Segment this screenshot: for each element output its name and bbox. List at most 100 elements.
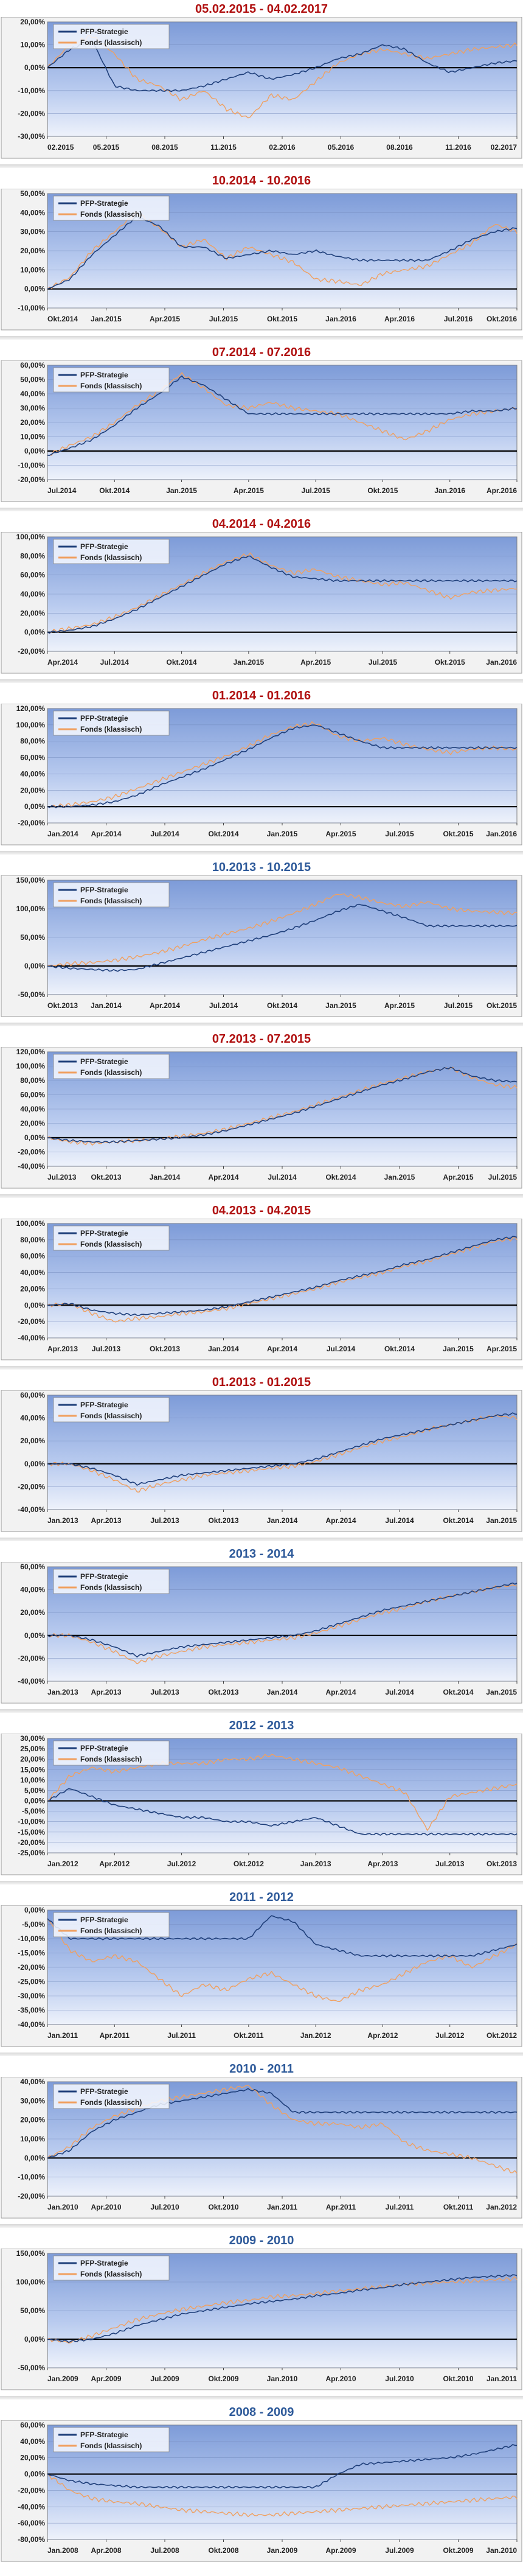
x-tick-label: Apr.2009	[325, 2546, 356, 2555]
legend-label-strategy: PFP-Strategie	[80, 1057, 128, 1066]
chart-svg: 100,00% 80,00% 60,00% 40,00% 20,00% 0,00% -20,…	[1, 1219, 522, 1360]
y-tick-label: -10,00%	[18, 1934, 45, 1943]
series-line-strategy	[47, 1915, 518, 1958]
legend-label-strategy: PFP-Strategie	[80, 1744, 128, 1752]
legend-box	[53, 1740, 170, 1766]
legend: PFP-Strategie Fonds (klassisch)	[53, 710, 170, 736]
panel-divider	[0, 1023, 523, 1026]
y-tick-label: 100,00%	[16, 2278, 46, 2286]
y-tick-label: -10,00%	[18, 86, 45, 95]
y-tick-label: 0,00%	[24, 802, 45, 811]
chart-title: 2009 - 2010	[229, 2234, 294, 2247]
legend: PFP-Strategie Fonds (klassisch)	[53, 1225, 170, 1251]
y-tick-label: 80,00%	[20, 551, 45, 560]
legend: PFP-Strategie Fonds (klassisch)	[53, 882, 170, 908]
y-tick-label: 100,00%	[16, 905, 46, 913]
legend-box	[53, 195, 170, 221]
chart-panel: 2008 - 2009 60,00% 40,00% 20,00% 0,00% -20,00…	[0, 2403, 523, 2563]
series-line-strategy	[47, 216, 518, 290]
y-tick-label: 100,00%	[16, 721, 46, 729]
legend-label-fund: Fonds (klassisch)	[80, 1068, 142, 1077]
series-line-fund	[47, 893, 518, 967]
series-line-strategy	[47, 724, 518, 808]
x-tick-label: Okt.2009	[208, 2375, 238, 2383]
x-tick-label: Okt.2013	[150, 1345, 180, 1353]
chart-panel: 2011 - 2012 0,00% -5,00% -10,00% -15,00% -20,…	[0, 1888, 523, 2048]
x-tick-label: Jan.2014	[91, 1001, 122, 1010]
panel-divider	[0, 2396, 523, 2399]
series-line-fund	[47, 552, 518, 634]
y-tick-label: -20,00%	[18, 1838, 45, 1847]
chart-title: 04.2013 - 04.2015	[212, 1204, 311, 1217]
chart-panel: 2010 - 2011 40,00% 30,00% 20,00% 10,00% 0,00%…	[0, 2060, 523, 2219]
x-tick-label: Apr.2015	[234, 486, 264, 495]
y-tick-label: -60,00%	[18, 2519, 45, 2527]
y-tick-label: 30,00%	[20, 2096, 45, 2105]
legend-label-strategy: PFP-Strategie	[80, 199, 128, 208]
x-tick-label: 05.2015	[93, 143, 120, 152]
chart-panel: 2012 - 2013 30,00% 25,00% 20,00% 15,00% 10,00…	[0, 1717, 523, 1876]
y-tick-label: 0,00%	[24, 1133, 45, 1142]
legend-box	[53, 367, 170, 393]
y-tick-label: 80,00%	[20, 1076, 45, 1085]
y-tick-label: 10,00%	[20, 1776, 45, 1784]
x-tick-label: Jan.2012	[47, 1860, 78, 1868]
y-tick-label: -20,00%	[18, 819, 45, 827]
y-tick-label: 50,00%	[20, 189, 45, 198]
y-tick-label: -20,00%	[18, 647, 45, 656]
x-tick-label: Jul.2009	[150, 2375, 179, 2383]
x-tick-label: Jan.2011	[487, 2375, 517, 2383]
legend-label-strategy: PFP-Strategie	[80, 2087, 128, 2096]
legend-label-strategy: PFP-Strategie	[80, 2431, 128, 2439]
series-line-strategy	[47, 2088, 518, 2159]
chart-panel: 07.2013 - 07.2015 120,00% 100,00% 80,00% 60,…	[0, 1030, 523, 1189]
panel-divider	[0, 1538, 523, 1541]
legend-label-strategy: PFP-Strategie	[80, 1401, 128, 1409]
legend-label-fund: Fonds (klassisch)	[80, 1240, 142, 1248]
y-tick-label: 10,00%	[20, 41, 45, 49]
series-line-strategy	[47, 1066, 518, 1144]
y-tick-label: 40,00%	[20, 590, 45, 598]
y-tick-label: -20,00%	[18, 2192, 45, 2200]
y-tick-label: -20,00%	[18, 2486, 45, 2494]
x-tick-label: Okt.2014	[208, 830, 238, 838]
y-tick-label: 0,00%	[24, 1906, 45, 1914]
series-line-fund	[47, 1236, 518, 1323]
y-tick-label: -50,00%	[18, 990, 45, 999]
legend-label-fund: Fonds (klassisch)	[80, 1755, 142, 1763]
y-tick-label: 20,00%	[20, 1608, 45, 1617]
y-tick-label: 5,00%	[24, 1786, 45, 1794]
x-tick-label: Okt.2008	[208, 2546, 238, 2555]
x-tick-label: Okt.2015	[443, 830, 473, 838]
x-tick-label: Jan.2014	[47, 830, 78, 838]
legend-box	[53, 1397, 170, 1423]
y-tick-label: -20,00%	[18, 1654, 45, 1662]
x-tick-label: Jul.2013	[435, 1860, 465, 1868]
series-line-strategy	[47, 1788, 518, 1836]
x-tick-label: Jul.2013	[150, 1516, 179, 1525]
x-tick-label: Okt.2011	[234, 2031, 264, 2040]
x-tick-label: Okt.2012	[234, 1860, 264, 1868]
chart-panel: 10.2014 - 10.2016 50,00% 40,00% 30,00% 20,00…	[0, 172, 523, 331]
panel-divider	[0, 1194, 523, 1198]
y-tick-label: 60,00%	[20, 571, 45, 579]
y-tick-label: -40,00%	[18, 1677, 45, 1685]
x-tick-label: Jul.2015	[301, 486, 330, 495]
x-tick-label: Apr.2012	[367, 2031, 398, 2040]
y-tick-label: 0,00%	[24, 447, 45, 455]
legend: PFP-Strategie Fonds (klassisch)	[53, 1397, 170, 1423]
x-tick-label: Apr.2013	[91, 1516, 121, 1525]
x-tick-label: Jan.2016	[434, 486, 465, 495]
panel-divider	[0, 679, 523, 683]
x-tick-label: 02.2016	[269, 143, 296, 152]
legend: PFP-Strategie Fonds (klassisch)	[53, 2427, 170, 2452]
y-tick-label: 0,00%	[24, 1797, 45, 1805]
panel-divider	[0, 2053, 523, 2056]
x-tick-label: Jul.2015	[444, 1001, 473, 1010]
x-tick-label: Okt.2015	[487, 1001, 517, 1010]
chart-svg: 120,00% 100,00% 80,00% 60,00% 40,00% 20,00% 0,…	[1, 704, 522, 845]
legend-label-fund: Fonds (klassisch)	[80, 1412, 142, 1420]
x-tick-label: 02.2015	[47, 143, 74, 152]
y-tick-label: 0,00%	[24, 63, 45, 72]
chart-title: 2012 - 2013	[229, 1719, 294, 1732]
